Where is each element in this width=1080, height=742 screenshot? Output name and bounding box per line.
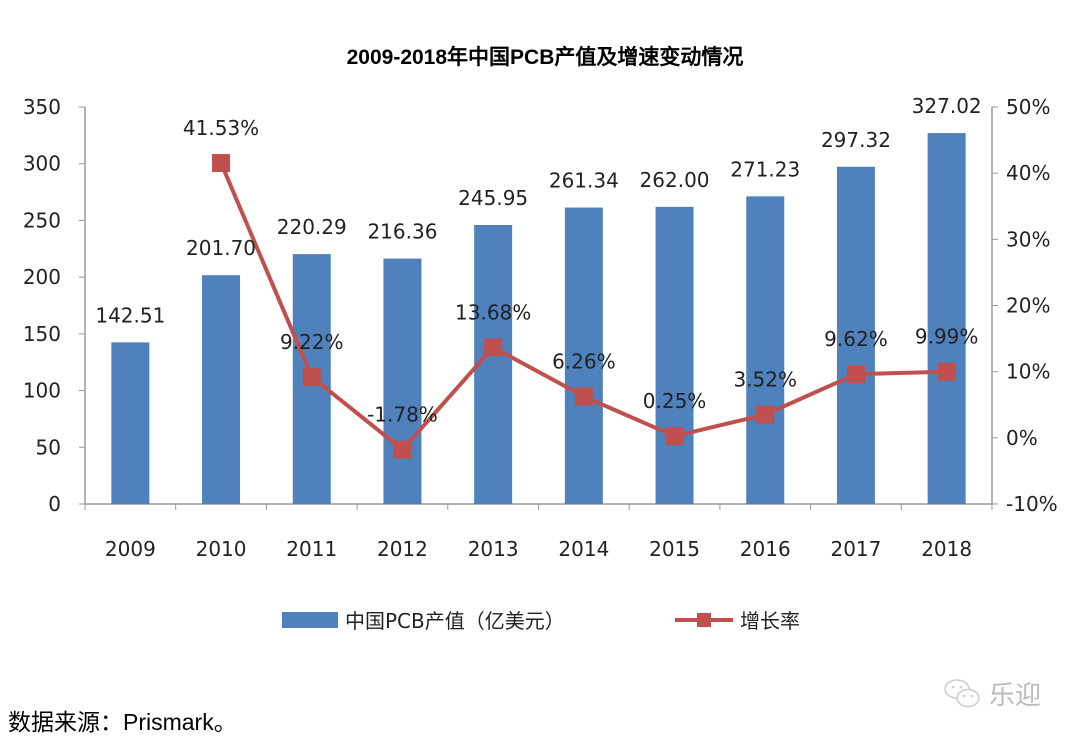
legend-marker: [697, 613, 711, 627]
y-left-tick-label: 100: [23, 379, 61, 403]
y-right-tick-label: 0%: [1006, 426, 1038, 450]
legend-swatch-bar: [282, 612, 338, 628]
bar: [746, 196, 785, 504]
growth-data-label: -1.78%: [367, 403, 438, 427]
bar-data-label: 201.70: [186, 236, 256, 260]
y-right-tick-label: -10%: [1006, 492, 1058, 516]
growth-data-label: 9.62%: [824, 327, 888, 351]
source-note: 数据来源：Prismark。: [8, 709, 237, 735]
bar: [202, 275, 241, 504]
growth-marker: [484, 338, 503, 357]
y-left-tick-label: 150: [23, 322, 61, 346]
watermark-text: 乐迎: [989, 681, 1042, 711]
growth-marker: [574, 387, 593, 406]
y-right-tick-label: 10%: [1006, 360, 1050, 384]
x-tick-label: 2011: [286, 537, 337, 561]
bar-data-label: 327.02: [912, 94, 982, 118]
y-left-tick-label: 250: [23, 208, 61, 232]
x-tick-label: 2015: [649, 537, 700, 561]
x-tick-label: 2017: [830, 537, 881, 561]
chart-title: 2009-2018年中国PCB产值及增速变动情况: [347, 45, 744, 69]
bar-data-label: 245.95: [458, 186, 528, 210]
bar-data-label: 262.00: [640, 168, 710, 192]
watermark: 乐迎: [943, 675, 1041, 712]
legend: 中国PCB产值（亿美元） 增长率: [282, 609, 800, 633]
growth-marker: [846, 365, 865, 384]
bar-data-label: 261.34: [549, 169, 619, 193]
bar-data-label: 271.23: [730, 157, 800, 181]
x-tick-label: 2009: [105, 537, 156, 561]
bar: [383, 258, 422, 504]
y-left-tick-label: 300: [23, 152, 61, 176]
growth-data-label: 41.53%: [183, 116, 259, 140]
growth-data-label: 0.25%: [643, 389, 707, 413]
bar: [927, 133, 966, 504]
growth-data-label: 3.52%: [733, 368, 797, 392]
x-tick-label: 2012: [377, 537, 428, 561]
x-tick-label: 2018: [921, 537, 972, 561]
growth-marker: [756, 405, 775, 424]
y-right-tick-label: 50%: [1006, 95, 1050, 119]
wechat-icon: [944, 678, 980, 707]
bar-data-label: 297.32: [821, 128, 891, 152]
bar-data-label: 216.36: [367, 220, 437, 244]
growth-marker: [665, 427, 684, 446]
bar-data-label: 142.51: [95, 303, 165, 327]
x-tick-label: 2013: [468, 537, 519, 561]
y-left-tick-label: 200: [23, 265, 61, 289]
bar: [836, 166, 875, 505]
growth-marker: [212, 154, 231, 173]
growth-data-label: 9.22%: [280, 330, 344, 354]
x-tick-label: 2016: [740, 537, 791, 561]
y-right-tick-label: 40%: [1006, 161, 1050, 185]
y-right-tick-label: 30%: [1006, 227, 1050, 251]
growth-marker: [393, 440, 412, 459]
bar: [655, 206, 694, 504]
growth-data-label: 13.68%: [455, 300, 531, 324]
growth-data-label: 6.26%: [552, 349, 616, 373]
bar: [111, 342, 150, 504]
y-left-tick-label: 50: [36, 435, 61, 459]
x-tick-label: 2014: [558, 537, 609, 561]
legend-label-bar: 中国PCB产值（亿美元）: [345, 609, 565, 633]
y-left-tick-label: 350: [23, 95, 61, 119]
growth-marker: [302, 367, 321, 386]
x-tick-label: 2010: [196, 537, 247, 561]
y-right-tick-label: 20%: [1006, 294, 1050, 318]
growth-data-label: 9.99%: [915, 325, 979, 349]
bar: [564, 207, 603, 504]
bar-data-label: 220.29: [277, 215, 347, 239]
growth-marker: [937, 362, 956, 381]
y-left-tick-label: 0: [48, 492, 61, 516]
legend-label-line: 增长率: [740, 609, 800, 633]
